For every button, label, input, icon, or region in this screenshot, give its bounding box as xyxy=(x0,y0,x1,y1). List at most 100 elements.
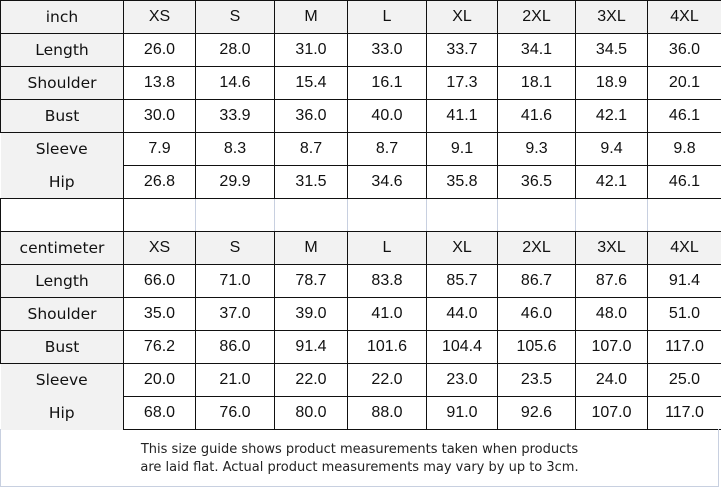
measurement-value: 41.6 xyxy=(497,99,576,133)
measurement-value: 33.7 xyxy=(426,33,498,67)
measurement-value: 76.2 xyxy=(123,330,196,364)
measurement-value: 9.3 xyxy=(497,132,576,166)
measurement-value: 88.0 xyxy=(347,396,427,430)
table-row: Length 66.0 71.0 78.7 83.8 85.7 86.7 87.6 91.4 xyxy=(0,264,721,298)
measurement-value: 35.0 xyxy=(123,297,196,331)
measurement-value: 46.1 xyxy=(647,165,721,199)
measurement-value: 8.3 xyxy=(195,132,275,166)
measurement-label: Length xyxy=(0,264,124,298)
measurement-value: 37.0 xyxy=(195,297,275,331)
measurement-value: 22.0 xyxy=(274,363,348,397)
measurement-value: 68.0 xyxy=(123,396,196,430)
measurement-value: 34.6 xyxy=(347,165,427,199)
table-row: Bust 76.2 86.0 91.4 101.6 104.4 105.6 107.0 117.… xyxy=(0,330,721,364)
table-row: Length 26.0 28.0 31.0 33.0 33.7 34.1 34.5 36.0 xyxy=(0,33,721,67)
measurement-value: 8.7 xyxy=(274,132,348,166)
measurement-value: 87.6 xyxy=(575,264,648,298)
size-header-xs: XS xyxy=(123,231,196,265)
measurement-value: 42.1 xyxy=(575,165,648,199)
measurement-value: 85.7 xyxy=(426,264,498,298)
measurement-value: 36.0 xyxy=(274,99,348,133)
measurement-value: 24.0 xyxy=(575,363,648,397)
measurement-value: 117.0 xyxy=(647,330,721,364)
measurement-value: 36.0 xyxy=(647,33,721,67)
empty-cell xyxy=(274,198,348,232)
empty-cell xyxy=(426,198,498,232)
size-header-s: S xyxy=(195,231,275,265)
measurement-value: 36.5 xyxy=(497,165,576,199)
measurement-label: Sleeve xyxy=(0,363,124,397)
empty-cell xyxy=(575,198,648,232)
measurement-value: 18.9 xyxy=(575,66,648,100)
size-header-m: M xyxy=(274,231,348,265)
size-header-m: M xyxy=(274,0,348,34)
table-row: Bust 30.0 33.9 36.0 40.0 41.1 41.6 42.1 46.1 xyxy=(0,99,721,133)
measurement-value: 48.0 xyxy=(575,297,648,331)
measurement-value: 105.6 xyxy=(497,330,576,364)
measurement-value: 20.0 xyxy=(123,363,196,397)
measurement-value: 17.3 xyxy=(426,66,498,100)
measurement-label: Length xyxy=(0,33,124,67)
measurement-value: 35.8 xyxy=(426,165,498,199)
size-header-l: L xyxy=(347,231,427,265)
table-row: Sleeve 20.0 21.0 22.0 22.0 23.0 23.5 24.0 25.0 xyxy=(0,363,721,397)
measurement-value: 101.6 xyxy=(347,330,427,364)
measurement-value: 33.0 xyxy=(347,33,427,67)
measurement-value: 41.1 xyxy=(426,99,498,133)
measurement-value: 34.5 xyxy=(575,33,648,67)
measurement-label: Hip xyxy=(0,165,124,199)
size-header-xl: XL xyxy=(426,0,498,34)
measurement-value: 7.9 xyxy=(123,132,196,166)
size-header-l: L xyxy=(347,0,427,34)
measurement-value: 14.6 xyxy=(195,66,275,100)
measurement-value: 15.4 xyxy=(274,66,348,100)
note-line-1: This size guide shows product measuremen… xyxy=(140,442,579,457)
table-row: Shoulder 35.0 37.0 39.0 41.0 44.0 46.0 48.0 51.0 xyxy=(0,297,721,331)
empty-cell xyxy=(195,198,275,232)
measurement-label: Bust xyxy=(0,99,124,133)
size-header-s: S xyxy=(195,0,275,34)
measurement-value: 39.0 xyxy=(274,297,348,331)
size-guide-note: This size guide shows product measuremen… xyxy=(0,429,719,487)
measurement-value: 16.1 xyxy=(347,66,427,100)
size-header-xl: XL xyxy=(426,231,498,265)
measurement-value: 34.1 xyxy=(497,33,576,67)
measurement-value: 40.0 xyxy=(347,99,427,133)
measurement-value: 44.0 xyxy=(426,297,498,331)
measurement-value: 31.5 xyxy=(274,165,348,199)
measurement-value: 9.1 xyxy=(426,132,498,166)
measurement-value: 78.7 xyxy=(274,264,348,298)
size-header-2xl: 2XL xyxy=(497,231,576,265)
measurement-value: 86.0 xyxy=(195,330,275,364)
measurement-value: 80.0 xyxy=(274,396,348,430)
inch-header-row: inch XS S M L XL 2XL 3XL 4XL xyxy=(0,0,721,34)
measurement-value: 41.0 xyxy=(347,297,427,331)
measurement-value: 25.0 xyxy=(647,363,721,397)
empty-cell xyxy=(647,198,721,232)
measurement-value: 29.9 xyxy=(195,165,275,199)
measurement-value: 92.6 xyxy=(497,396,576,430)
measurement-value: 71.0 xyxy=(195,264,275,298)
measurement-value: 23.0 xyxy=(426,363,498,397)
unit-label: inch xyxy=(0,0,124,34)
measurement-value: 20.1 xyxy=(647,66,721,100)
measurement-value: 46.1 xyxy=(647,99,721,133)
measurement-value: 66.0 xyxy=(123,264,196,298)
size-header-3xl: 3XL xyxy=(575,231,648,265)
size-header-3xl: 3XL xyxy=(575,0,648,34)
measurement-value: 9.4 xyxy=(575,132,648,166)
measurement-label: Sleeve xyxy=(0,132,124,166)
measurement-value: 18.1 xyxy=(497,66,576,100)
spacer-row xyxy=(0,198,721,232)
measurement-value: 107.0 xyxy=(575,396,648,430)
size-header-xs: XS xyxy=(123,0,196,34)
measurement-value: 91.4 xyxy=(647,264,721,298)
size-header-4xl: 4XL xyxy=(647,0,721,34)
measurement-value: 31.0 xyxy=(274,33,348,67)
measurement-value: 26.0 xyxy=(123,33,196,67)
measurement-value: 13.8 xyxy=(123,66,196,100)
measurement-value: 22.0 xyxy=(347,363,427,397)
empty-cell xyxy=(0,198,124,232)
table-row: Hip 26.8 29.9 31.5 34.6 35.8 36.5 42.1 46.1 xyxy=(0,165,721,199)
measurement-value: 107.0 xyxy=(575,330,648,364)
